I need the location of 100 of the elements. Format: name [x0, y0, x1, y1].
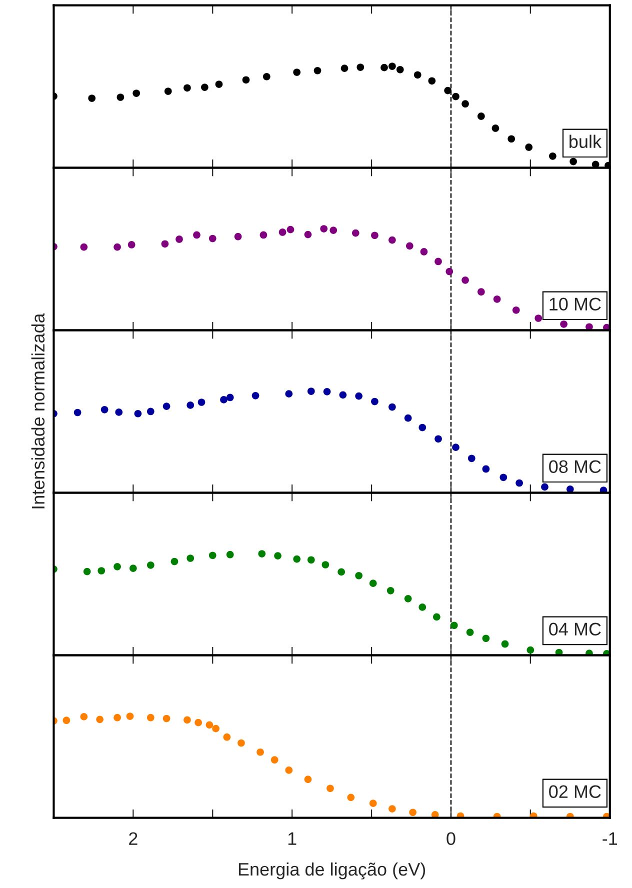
point [96, 716, 104, 724]
point [340, 64, 348, 72]
point [161, 240, 169, 248]
point [431, 811, 439, 818]
point [162, 714, 170, 722]
point [452, 444, 460, 452]
point [468, 454, 476, 462]
point [285, 766, 293, 774]
point [477, 288, 485, 296]
point [242, 76, 250, 84]
point [186, 402, 194, 409]
point [418, 424, 426, 432]
point [146, 561, 154, 569]
point [549, 152, 556, 160]
point [176, 236, 183, 243]
point [508, 135, 516, 143]
point [146, 408, 154, 416]
point [129, 564, 137, 572]
point [114, 563, 121, 570]
point [162, 402, 170, 410]
point [307, 388, 315, 395]
point [215, 80, 223, 88]
point [388, 403, 396, 411]
point [226, 550, 234, 558]
point [560, 320, 568, 328]
point [388, 236, 396, 244]
point [304, 776, 312, 784]
point [206, 721, 214, 729]
point [132, 90, 140, 97]
point [226, 394, 234, 402]
point [128, 241, 136, 248]
point [482, 634, 490, 642]
point [406, 242, 414, 250]
point [304, 230, 312, 238]
point [330, 226, 338, 234]
point [355, 572, 362, 580]
point [164, 88, 172, 95]
point [186, 554, 194, 562]
point [592, 160, 600, 168]
point [428, 77, 436, 85]
point [314, 66, 322, 74]
point [466, 628, 474, 636]
point [600, 486, 608, 493]
point [369, 580, 377, 588]
point [462, 100, 469, 108]
series-label: 02 MC [549, 785, 601, 798]
point [371, 232, 378, 240]
point [434, 258, 442, 266]
point [88, 94, 96, 102]
point [80, 713, 88, 720]
point [450, 622, 458, 630]
point [512, 306, 520, 314]
point [256, 748, 264, 756]
point [369, 800, 377, 807]
point [409, 808, 417, 816]
point [252, 392, 260, 400]
point [238, 739, 245, 747]
point [418, 604, 426, 611]
point [194, 718, 202, 726]
point [100, 406, 108, 414]
point [323, 388, 331, 396]
point [322, 561, 330, 568]
point [347, 794, 355, 802]
point [586, 323, 593, 330]
point [482, 465, 490, 473]
point [212, 724, 220, 732]
point [98, 567, 106, 574]
point [356, 64, 364, 71]
point [525, 144, 533, 151]
point [62, 716, 70, 724]
point [114, 243, 121, 251]
series-label: 10 MC [550, 298, 601, 311]
point [541, 483, 548, 491]
point [293, 68, 301, 76]
point [74, 408, 82, 416]
point [258, 550, 266, 558]
point [326, 784, 334, 792]
point [462, 276, 469, 284]
point [115, 408, 123, 416]
point [452, 92, 460, 100]
point [260, 231, 268, 239]
point [500, 474, 508, 482]
point [220, 396, 228, 404]
x-tick-label: 0 [446, 832, 456, 845]
point [338, 568, 346, 576]
point [570, 158, 578, 166]
point [223, 733, 231, 741]
point [396, 66, 404, 74]
point [83, 568, 91, 576]
point [198, 398, 206, 406]
point [134, 410, 142, 418]
x-tick-label: 1 [288, 832, 296, 845]
y-axis-title: Intensidade normalizada [31, 313, 45, 508]
point [320, 225, 328, 232]
point [234, 232, 242, 240]
point [184, 716, 191, 724]
point [293, 555, 301, 563]
point [534, 314, 542, 322]
x-axis-title: Energia de ligação (eV) [238, 862, 426, 880]
x-tick-label: 2 [129, 832, 138, 845]
